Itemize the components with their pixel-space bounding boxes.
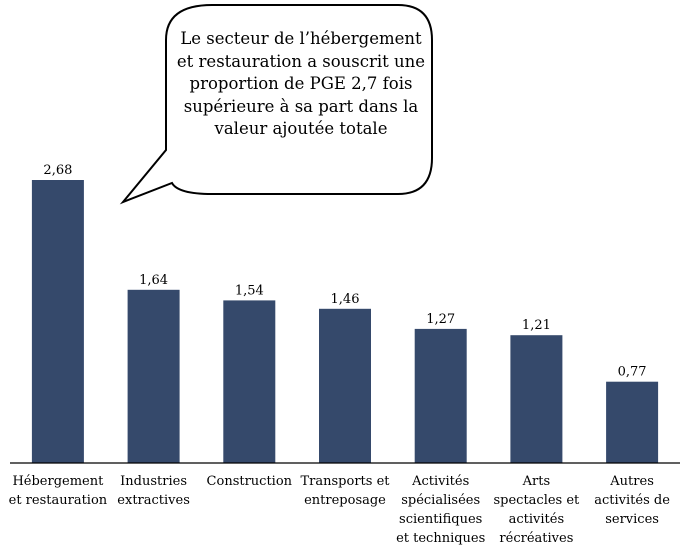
value-labels-group: 2,68 1,64 1,54 1,46 1,27 1,21 0,77 bbox=[43, 163, 646, 380]
data-label-0: 2,68 bbox=[43, 163, 72, 178]
bar-5 bbox=[510, 335, 563, 463]
category-label-0: Hébergement et restauration bbox=[8, 474, 108, 508]
data-label-2: 1,54 bbox=[235, 283, 264, 298]
category-label-6: Autres activités de services bbox=[594, 474, 670, 527]
data-label-3: 1,46 bbox=[331, 292, 360, 307]
bar-2 bbox=[223, 300, 276, 463]
data-label-5: 1,21 bbox=[522, 318, 551, 333]
callout-bubble bbox=[119, 4, 433, 205]
bar-1 bbox=[127, 289, 180, 463]
bar-6 bbox=[606, 381, 659, 463]
category-label-3: Transports et entreposage bbox=[300, 474, 390, 508]
bar-0 bbox=[31, 180, 84, 463]
category-label-5: Arts spectacles et activités récréatives bbox=[493, 474, 580, 546]
bar-3 bbox=[319, 308, 371, 463]
data-label-6: 0,77 bbox=[618, 365, 647, 380]
category-label-2: Construction bbox=[206, 474, 293, 489]
bars-group bbox=[31, 180, 659, 463]
callout-text: Le secteur de l’hébergement et restaurat… bbox=[176, 29, 426, 138]
category-label-1: Industries extractives bbox=[117, 474, 190, 508]
category-label-4: Activités spécialisées scientifiques et … bbox=[396, 474, 486, 546]
data-label-4: 1,27 bbox=[426, 312, 455, 327]
data-label-1: 1,64 bbox=[139, 273, 168, 288]
bar-4 bbox=[414, 328, 467, 463]
